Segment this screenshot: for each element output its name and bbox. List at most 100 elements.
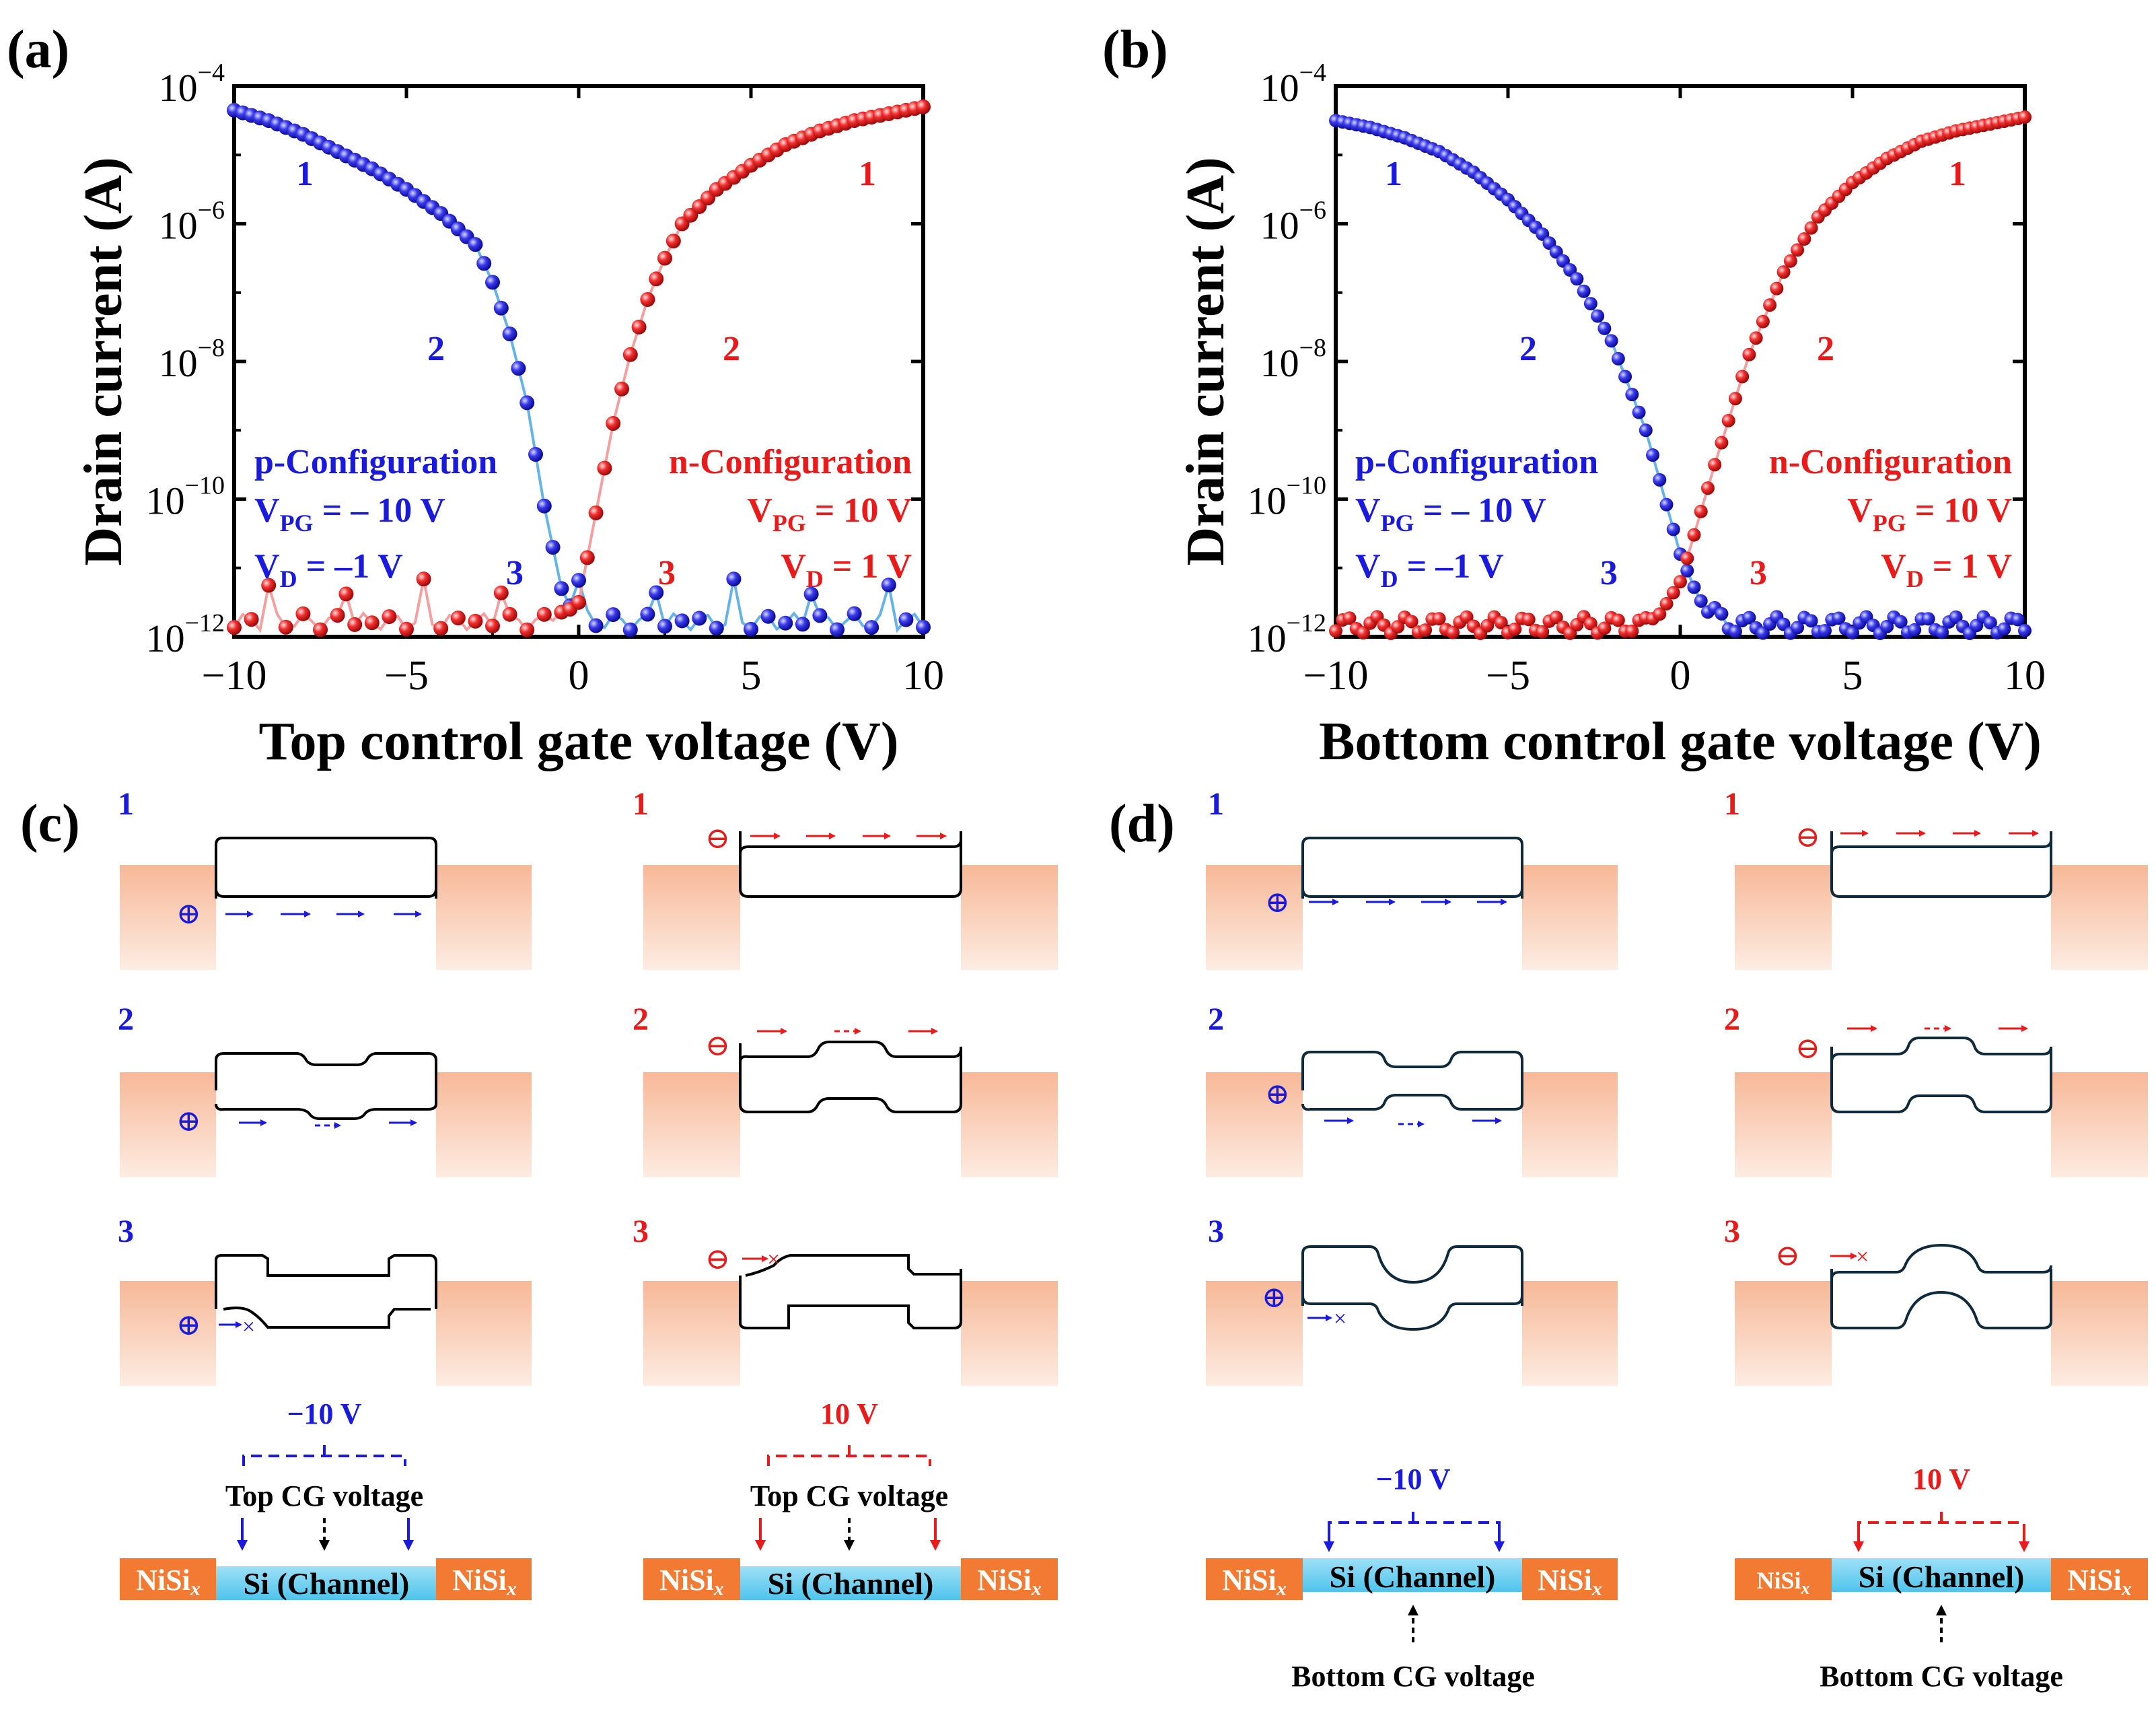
p-Configuration-point <box>1625 388 1639 402</box>
state-label-d-p3: 3 <box>1208 1214 1224 1249</box>
y-tick-label: 10−4 <box>1260 59 1326 110</box>
n-Configuration-point <box>631 319 647 335</box>
p-Configuration-point <box>1597 321 1612 335</box>
p-vd-label-b: VD = –1 V <box>1355 547 1504 592</box>
state-label-c-p1: 1 <box>118 786 134 822</box>
bands-d-n <box>1830 831 2052 1329</box>
n-Configuration-point <box>295 606 311 621</box>
state-1-n-a: 1 <box>859 155 876 193</box>
electrons-d: ⊖ ⊖ ⊖ × <box>1775 821 1869 1272</box>
x-tick-label: 0 <box>1670 653 1691 699</box>
blocked-icon: × <box>767 1247 780 1272</box>
n-Configuration-point <box>244 612 259 627</box>
channel-label: Si (Channel) <box>1859 1560 2025 1594</box>
n-Configuration-point <box>1446 625 1460 639</box>
p-Configuration-point <box>1728 625 1742 639</box>
n-Configuration-point <box>433 621 449 636</box>
state-label-c-n3: 3 <box>633 1214 649 1249</box>
p-Configuration-point <box>864 620 879 635</box>
electron-icon: ⊖ <box>705 822 730 855</box>
x-tick-label: 5 <box>1842 653 1863 699</box>
state-1-n-b: 1 <box>1949 155 1966 193</box>
series-points-b <box>1329 110 2032 640</box>
p-Configuration-point <box>1880 619 1894 633</box>
gate-voltage-d-n: 10 V <box>1912 1463 1970 1496</box>
gate-text-d-p: Bottom CG voltage <box>1291 1660 1535 1693</box>
nisi-label: NiSix <box>452 1564 517 1600</box>
y-tick-label: 10−10 <box>146 472 225 523</box>
state-2-p-b: 2 <box>1519 330 1537 368</box>
nisi-label: NiSix <box>136 1564 201 1600</box>
p-Configuration-point <box>1583 297 1597 311</box>
n-Configuration-point <box>1756 314 1770 328</box>
n-Configuration-point <box>1625 624 1639 638</box>
n-Configuration-point <box>1791 243 1805 257</box>
hole-icon: ⊕ <box>1265 1078 1290 1111</box>
state-label-c-p2: 2 <box>118 1002 134 1037</box>
n-Configuration-point <box>1666 586 1680 600</box>
n-Configuration-point <box>1680 551 1694 565</box>
n-Configuration-point <box>606 416 621 431</box>
state-label-d-p2: 2 <box>1208 1002 1224 1037</box>
p-Configuration-point <box>588 618 604 633</box>
state-label-d-n2: 2 <box>1724 1002 1740 1037</box>
gate-voltage-d-p: −10 V <box>1375 1463 1450 1496</box>
n-Configuration-point <box>1432 612 1446 626</box>
p-Configuration-point <box>1604 334 1618 348</box>
n-vpg-label-b: VPG = 10 V <box>1847 491 2012 536</box>
n-Configuration-point <box>261 578 277 593</box>
y-tick-label: 10−12 <box>146 609 225 660</box>
p-Configuration-point <box>1983 616 1997 630</box>
ticks-a: −10 −5 0 5 10 10−12 10−10 10−8 10−6 10−4 <box>146 59 944 699</box>
n-Configuration-point <box>1749 331 1763 345</box>
p-Configuration-point <box>812 608 828 623</box>
p-Configuration-point <box>1715 606 1729 621</box>
p-Configuration-point <box>640 606 655 622</box>
state-2-p-a: 2 <box>427 330 445 368</box>
n-Configuration-point <box>1536 625 1550 639</box>
p-Configuration-point <box>545 540 561 555</box>
panel-label-d: (d) <box>1109 794 1175 853</box>
electron-icon: ⊖ <box>1795 821 1820 853</box>
p-Configuration-point <box>2011 613 2025 627</box>
gate-voltage-c-n: 10 V <box>820 1397 878 1430</box>
channel-label: Si (Channel) <box>244 1566 410 1601</box>
n-Configuration-point <box>666 234 681 249</box>
n-Configuration-point <box>1687 528 1701 542</box>
p-Configuration-point <box>1653 473 1667 487</box>
p-Configuration-point <box>1577 284 1591 298</box>
n-vd-label-b: VD = 1 V <box>1881 547 2012 592</box>
p-Configuration-point <box>674 613 690 629</box>
p-Configuration-point <box>1687 580 1701 594</box>
p-Configuration-point <box>1935 625 1949 639</box>
p-Configuration-point <box>657 619 672 634</box>
n-config-label-a: n-Configuration <box>669 443 912 481</box>
gate-text-c-n: Top CG voltage <box>750 1479 948 1512</box>
state-label-c-n2: 2 <box>633 1002 649 1037</box>
p-Configuration-point <box>726 571 742 587</box>
n-Configuration-point <box>1611 613 1625 627</box>
p-Configuration-point <box>476 256 492 271</box>
p-Configuration-point <box>1632 405 1646 419</box>
y-tick-label: 10−8 <box>1260 334 1326 385</box>
n-Configuration-point <box>597 460 612 476</box>
x-tick-label: 0 <box>569 653 589 699</box>
n-Configuration-point <box>1329 624 1342 638</box>
bands-c-p <box>215 837 437 1329</box>
n-Configuration-point <box>416 571 431 587</box>
gate-text-d-n: Bottom CG voltage <box>1820 1660 2063 1693</box>
n-Configuration-point <box>399 621 414 637</box>
hole-icon: ⊕ <box>1265 886 1290 919</box>
p-Configuration-point <box>916 619 931 635</box>
hole-icon: ⊕ <box>176 1309 201 1341</box>
p-Configuration-point <box>2018 623 2032 637</box>
n-Configuration-point <box>916 99 931 114</box>
gate-schematic-d-p: −10 V NiSix Si (Channel) NiSix Bottom CG… <box>1206 1463 1618 1693</box>
p-Configuration-point <box>1591 309 1605 323</box>
annotations-b: 1 2 3 1 2 3 p-Configuration VPG = – 10 V… <box>1355 155 2012 592</box>
x-tick-label: −5 <box>384 653 429 699</box>
p-Configuration-point <box>1611 351 1625 365</box>
p-Configuration-point <box>1921 612 1935 626</box>
n-Configuration-point <box>1674 575 1687 589</box>
bands-d-p <box>1301 837 1523 1331</box>
